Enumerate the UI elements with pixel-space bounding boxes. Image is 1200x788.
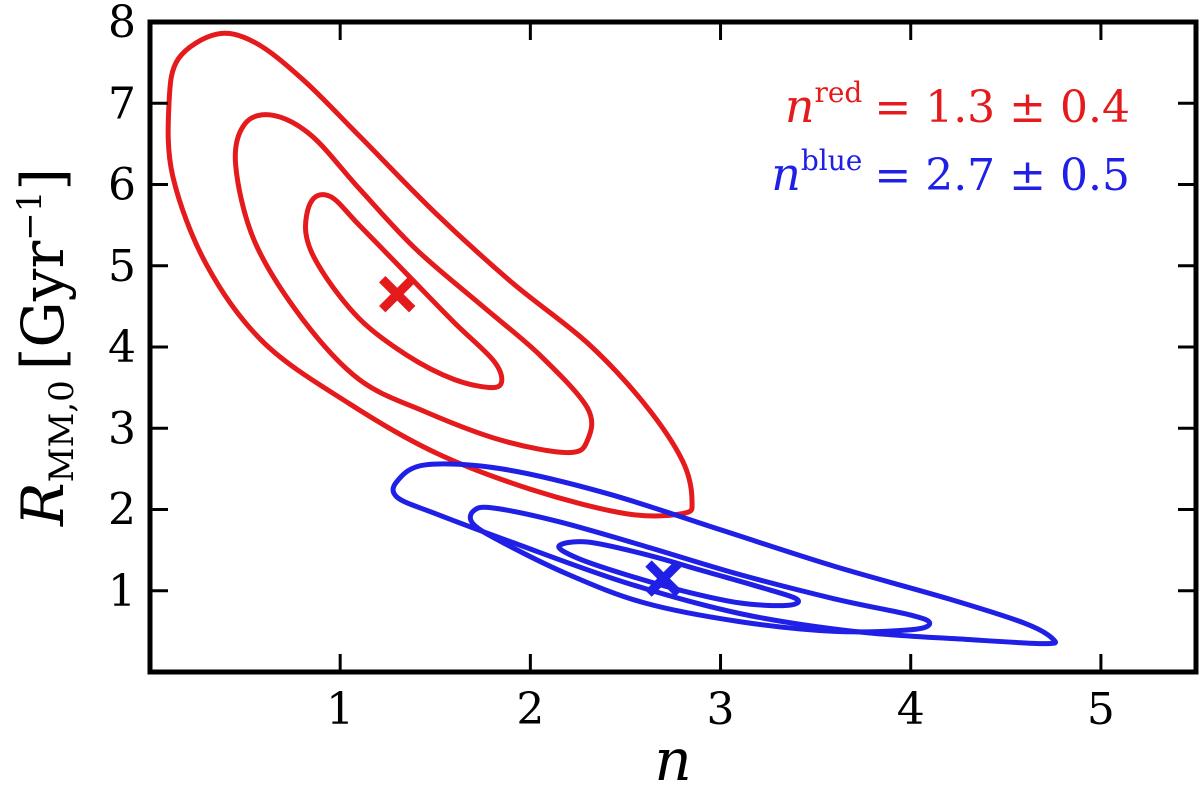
legend: nred = 1.3 ± 0.4 nblue = 2.7 ± 0.5 xyxy=(771,76,1130,201)
legend-entry-blue: nblue = 2.7 ± 0.5 xyxy=(771,144,1130,201)
y-tick-label: 8 xyxy=(108,0,136,48)
y-axis-title-unit-close: ] xyxy=(9,168,77,191)
legend-blue-sup: blue xyxy=(801,144,862,177)
y-axis-title-unit-sup: −1 xyxy=(10,191,50,241)
y-tick-label: 2 xyxy=(108,485,136,536)
y-axis-title-unit: [Gyr xyxy=(9,241,77,371)
y-axis-title: RMM,0 [Gyr−1] xyxy=(9,168,82,527)
x-tick-label: 5 xyxy=(1087,684,1115,735)
blue-contour-2 xyxy=(467,504,933,635)
y-axis-title-sub: MM,0 xyxy=(42,380,82,482)
blue-contour-1 xyxy=(556,539,801,609)
red-contour-2 xyxy=(232,112,595,456)
legend-red-sup: red xyxy=(814,76,862,109)
blue-contour-3 xyxy=(390,461,1059,647)
legend-red-base: n xyxy=(785,79,815,133)
y-axis-ticks: 1 2 3 4 5 6 7 8 xyxy=(108,0,1196,617)
legend-red-text: = 1.3 ± 0.4 xyxy=(874,82,1130,133)
legend-blue-text: = 2.7 ± 0.5 xyxy=(874,150,1130,201)
x-tick-label: 3 xyxy=(707,684,735,735)
y-tick-label: 4 xyxy=(108,322,136,373)
legend-blue-base: n xyxy=(771,147,801,201)
legend-entry-red: nred = 1.3 ± 0.4 xyxy=(785,76,1130,133)
y-axis-title-main: R xyxy=(9,482,77,527)
y-tick-label: 3 xyxy=(108,403,136,454)
best-fit-layer xyxy=(379,276,682,597)
x-axis-ticks: 1 2 3 4 5 xyxy=(326,22,1115,735)
red-best-fit-marker xyxy=(379,276,416,313)
red-contour-1 xyxy=(303,192,505,391)
svg-text:RMM,0[Gyr−1]: RMM,0 [Gyr−1] xyxy=(9,168,82,527)
y-tick-label: 5 xyxy=(108,241,136,292)
y-tick-label: 7 xyxy=(108,78,136,129)
red-contour-3 xyxy=(165,30,695,519)
y-tick-label: 6 xyxy=(108,160,136,211)
x-axis-title: n xyxy=(654,726,691,788)
x-tick-label: 4 xyxy=(897,684,925,735)
blue-best-fit-marker xyxy=(645,560,682,597)
contour-layer xyxy=(165,30,1059,647)
x-tick-label: 2 xyxy=(516,684,544,735)
x-tick-label: 1 xyxy=(326,684,354,735)
y-tick-label: 1 xyxy=(108,566,136,617)
